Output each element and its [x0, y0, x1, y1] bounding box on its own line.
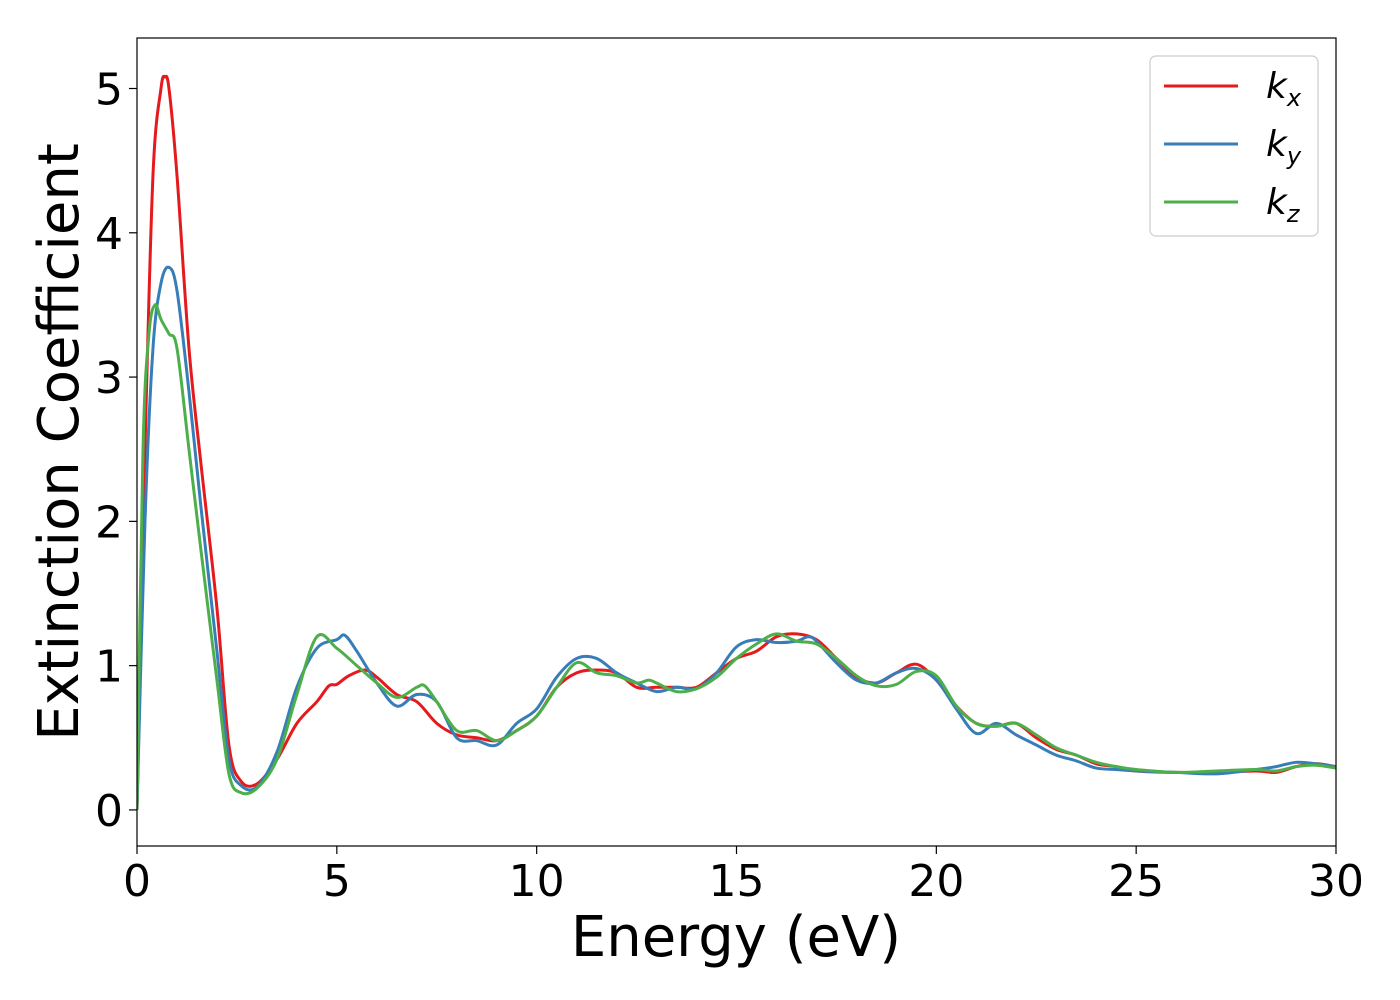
x-tick-label: 30	[1308, 856, 1364, 907]
y-axis-ticks: 0 1 2 3 4 5	[95, 65, 137, 837]
legend-label-subscript: y	[1286, 142, 1302, 170]
x-tick-label: 15	[709, 856, 765, 907]
legend-label-main: k	[1266, 124, 1289, 165]
legend-label-kz: kz	[1266, 182, 1301, 228]
legend-label-ky: ky	[1266, 124, 1302, 170]
x-tick-label: 25	[1108, 856, 1164, 907]
y-tick-label: 5	[95, 65, 123, 116]
y-axis-label: Extinction Coefficient	[27, 143, 92, 741]
legend-label-subscript: z	[1286, 200, 1301, 228]
y-tick-label: 0	[95, 786, 123, 837]
series-line-kz	[137, 303, 1336, 810]
y-tick-label: 4	[95, 209, 123, 260]
y-tick-label: 2	[95, 497, 123, 548]
series-group	[137, 74, 1336, 810]
series-line-kx	[137, 74, 1336, 810]
x-tick-label: 5	[323, 856, 351, 907]
series-layer	[137, 74, 1336, 810]
y-tick-label: 1	[95, 642, 123, 693]
series-line-ky	[137, 265, 1336, 810]
legend-label-main: k	[1266, 182, 1289, 223]
x-axis-label: Energy (eV)	[571, 905, 901, 970]
legend-label-subscript: x	[1286, 84, 1302, 112]
y-tick-label: 3	[95, 353, 123, 404]
legend-box	[1149, 55, 1319, 237]
x-tick-label: 20	[908, 856, 964, 907]
legend-label-main: k	[1266, 66, 1289, 107]
legend-label-kx: kx	[1266, 66, 1302, 112]
x-tick-label: 0	[123, 856, 151, 907]
x-tick-label: 10	[509, 856, 565, 907]
x-axis-ticks: 0 5 10 15 20 25 30	[123, 846, 1364, 907]
